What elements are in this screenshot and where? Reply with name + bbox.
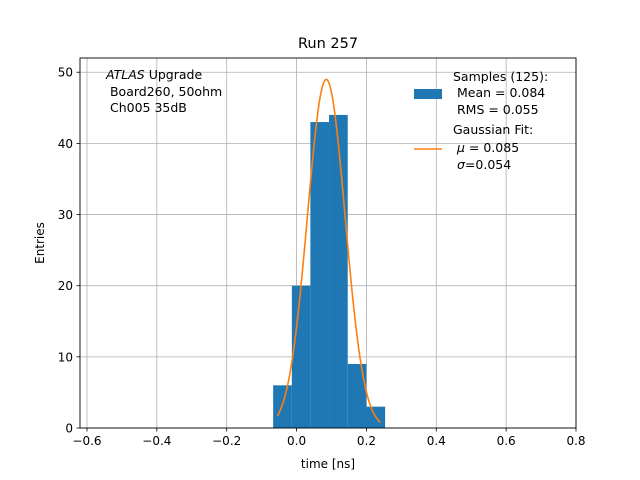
y-axis-label: Entries — [33, 222, 47, 264]
x-tick-label: −0.6 — [72, 434, 101, 448]
chart-title: Run 257 — [298, 36, 358, 52]
x-tick-label: 0.4 — [427, 434, 446, 448]
x-axis-label: time [ns] — [301, 457, 355, 471]
x-tick-label: 0.8 — [566, 434, 585, 448]
axis-ticks: −0.6 −0.4 −0.2 0.0 0.2 0.4 0.6 0.8 0 10 20 30 40 50 — [58, 66, 586, 448]
histogram-bars — [273, 114, 386, 429]
y-tick-label: 30 — [58, 208, 73, 222]
legend-fit-mu: = 0.085 — [465, 140, 519, 155]
annotation-atlas: ATLAS — [105, 67, 145, 82]
y-tick-label: 50 — [58, 66, 73, 80]
y-tick-label: 40 — [58, 137, 73, 151]
legend-fit-sigma-symbol: σ — [457, 157, 466, 172]
histogram-bar — [291, 285, 311, 428]
annotation-upgrade: Upgrade — [145, 67, 203, 82]
histogram-bar — [310, 122, 330, 429]
x-tick-label: −0.4 — [142, 434, 171, 448]
gaussian-fit-curve — [276, 78, 381, 423]
legend-fit-mu-symbol: μ — [456, 140, 465, 155]
x-tick-label: 0.2 — [357, 434, 376, 448]
y-tick-label: 20 — [58, 279, 73, 293]
histogram-bar — [329, 114, 348, 428]
annotation-board: Board260, 50ohm — [106, 84, 222, 99]
y-tick-label: 10 — [58, 350, 73, 364]
legend-fit-title: Gaussian Fit: — [453, 122, 533, 137]
legend-samples-rms: RMS = 0.055 — [453, 102, 539, 117]
y-tick-label: 0 — [65, 422, 73, 436]
legend: Samples (125): Mean = 0.084 RMS = 0.055 … — [414, 69, 548, 172]
x-tick-label: 0.6 — [497, 434, 516, 448]
legend-samples-swatch — [414, 89, 442, 99]
plot-frame — [79, 57, 577, 429]
legend-fit-sigma: =0.054 — [465, 157, 511, 172]
svg-text:μ = 0.085: μ = 0.085 — [456, 140, 519, 155]
svg-text:σ=0.054: σ=0.054 — [457, 157, 511, 172]
atlas-annotation: ATLAS Upgrade Board260, 50ohm Ch005 35dB — [105, 67, 222, 115]
legend-samples-mean: Mean = 0.084 — [453, 85, 545, 100]
annotation-channel: Ch005 35dB — [106, 100, 187, 115]
fit-curve-layer — [276, 78, 381, 423]
x-tick-label: 0.0 — [287, 434, 306, 448]
legend-samples-title: Samples (125): — [453, 69, 548, 84]
x-tick-label: −0.2 — [212, 434, 241, 448]
histogram-bar — [347, 363, 367, 428]
svg-text:ATLAS Upgrade: ATLAS Upgrade — [105, 67, 202, 82]
